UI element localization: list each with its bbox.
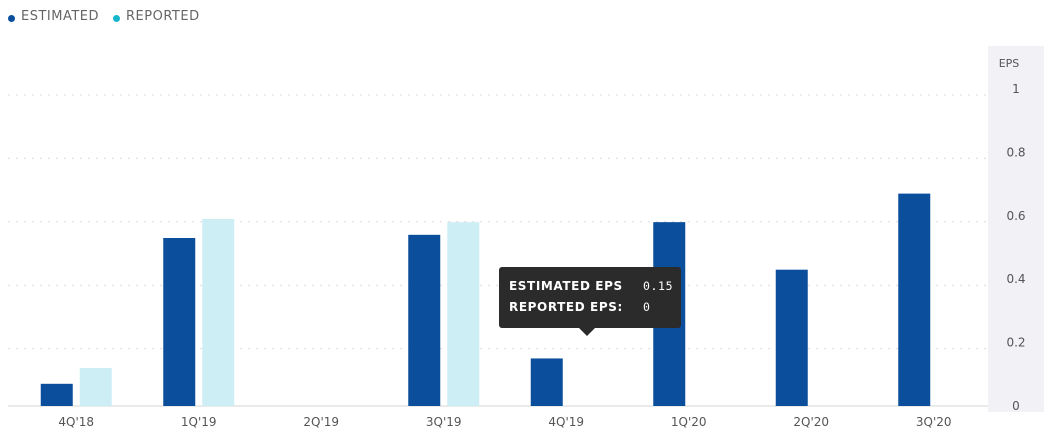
legend-label-reported: REPORTED: [126, 9, 200, 24]
x-tick-label: 3Q'19: [426, 415, 462, 429]
bar-reported-0[interactable]: [79, 367, 112, 406]
legend-label-estimated: ESTIMATED: [21, 9, 100, 24]
y-axis-ticks: 0 0.2 0.4 0.6 0.8 1: [1006, 82, 1025, 413]
bar-estimated-1[interactable]: [163, 237, 196, 406]
x-tick-label: 1Q'20: [671, 415, 707, 429]
tooltip-row-reported: REPORTED EPS: 0: [509, 300, 671, 321]
y-axis-title: EPS: [999, 57, 1020, 70]
legend-dot-reported: [113, 14, 121, 22]
y-tick-label: 0.4: [1006, 272, 1025, 286]
tooltip-arrow: [579, 328, 595, 336]
x-tick-label: 4Q'19: [548, 415, 584, 429]
y-tick-label: 0.2: [1006, 336, 1025, 350]
grid-lines: [8, 94, 988, 350]
x-axis-ticks: 4Q'18 1Q'19 2Q'19 3Q'19 4Q'19 1Q'20 2Q'20 3Q'20: [58, 415, 951, 429]
tooltip: ESTIMATED EPS 0.15 REPORTED EPS: 0: [499, 267, 681, 336]
y-tick-label: 0.6: [1006, 209, 1025, 223]
x-tick-label: 3Q'20: [916, 415, 952, 429]
y-tick-label: 0.8: [1006, 145, 1025, 159]
tooltip-row-estimated: ESTIMATED EPS 0.15: [509, 279, 674, 300]
x-tick-label: 2Q'19: [303, 415, 339, 429]
y-tick-label: 1: [1012, 82, 1020, 96]
bar-estimated-4[interactable]: [530, 358, 563, 406]
x-tick-label: 2Q'20: [793, 415, 829, 429]
x-tick-label: 1Q'19: [181, 415, 217, 429]
legend-item-estimated[interactable]: ESTIMATED: [8, 9, 99, 24]
bar-estimated-3[interactable]: [408, 234, 441, 406]
bar-estimated-0[interactable]: [40, 383, 73, 406]
chart-legend: ESTIMATED REPORTED: [8, 9, 200, 24]
tooltip-reported-value: 0: [643, 300, 651, 314]
bar-reported-1[interactable]: [202, 218, 235, 406]
tooltip-estimated-label: ESTIMATED EPS: [509, 279, 623, 293]
y-tick-label: 0: [1012, 399, 1020, 413]
tooltip-estimated-value: 0.15: [643, 279, 674, 293]
bars: [40, 193, 931, 406]
bar-reported-3[interactable]: [447, 222, 480, 406]
bar-estimated-6[interactable]: [775, 269, 808, 406]
x-tick-label: 4Q'18: [58, 415, 94, 429]
y-axis-panel: [988, 46, 1044, 412]
bar-estimated-7[interactable]: [898, 193, 931, 406]
tooltip-reported-label: REPORTED EPS:: [509, 300, 623, 314]
legend-item-reported[interactable]: REPORTED: [113, 9, 200, 24]
legend-dot-estimated: [8, 14, 15, 22]
